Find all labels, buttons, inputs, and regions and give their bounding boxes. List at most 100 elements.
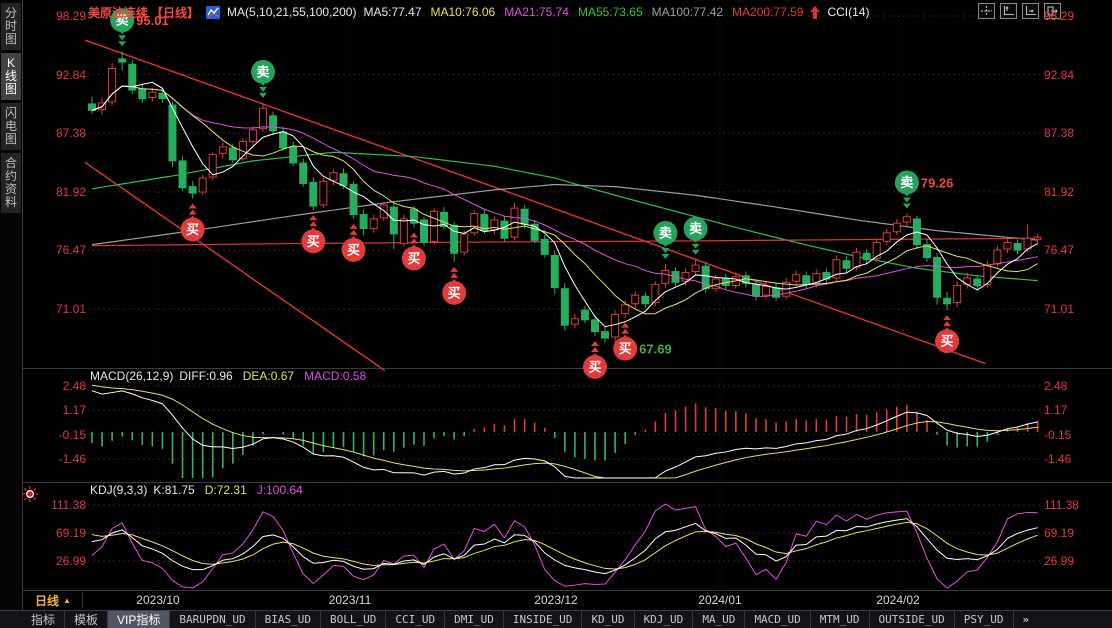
candle-body — [902, 216, 911, 223]
candle-body — [530, 223, 539, 241]
axis-label: 1.17 — [1044, 403, 1068, 418]
candle-body — [138, 88, 147, 100]
ma-value: MA21:75.74 — [504, 5, 569, 19]
buy-arrow — [591, 346, 599, 352]
month-label: 2024/01 — [698, 593, 742, 607]
axis-label: 111.38 — [1044, 498, 1079, 512]
tab-模板[interactable]: 模板 — [65, 611, 109, 628]
candle-body — [289, 146, 298, 164]
buy-signal-marker — [301, 229, 326, 254]
buy-signal-marker — [613, 336, 638, 361]
cci-label: CCI(14) — [827, 5, 870, 19]
candle-body — [601, 331, 610, 339]
sidebar-item-2[interactable]: 闪电图 — [1, 103, 21, 150]
buy-arrow — [349, 229, 358, 235]
buy-arrow — [621, 322, 630, 328]
tab-PSY_UD[interactable]: PSY_UD — [955, 611, 1014, 628]
crosshair-icon[interactable] — [978, 3, 995, 19]
sidebar-item-0[interactable]: 分时图 — [1, 3, 21, 50]
period-selector[interactable]: 日线 ▲ — [24, 592, 83, 608]
month-label: 2023/11 — [328, 593, 372, 607]
buy-arrow — [591, 340, 599, 346]
tab-KDJ_UD[interactable]: KDJ_UD — [635, 611, 694, 628]
tab-BIAS_UD[interactable]: BIAS_UD — [256, 611, 321, 628]
candle-body — [701, 265, 710, 290]
kdj-k-value: K:81.75 — [153, 483, 195, 497]
macd-dea-value: DEA:0.67 — [242, 369, 295, 383]
axis-label: 111.38 — [51, 498, 86, 512]
tab-指标[interactable]: 指标 — [22, 611, 66, 628]
sell-signal-marker — [683, 216, 708, 241]
signal-glyph: 买 — [448, 285, 461, 300]
tab-BARUPDN_UD[interactable]: BARUPDN_UD — [170, 611, 256, 628]
axis-label: 26.99 — [55, 554, 86, 568]
scale-left-icon[interactable] — [1000, 3, 1017, 19]
chevron-up-icon: ▲ — [63, 595, 71, 605]
candle-body — [279, 131, 288, 149]
candle-body — [953, 284, 962, 304]
candle-body — [369, 218, 378, 230]
tab-MTM_UD[interactable]: MTM_UD — [811, 611, 870, 628]
candle-body — [550, 254, 559, 289]
ma-value: MA10:76.06 — [430, 5, 496, 19]
axis-label: 87.38 — [55, 126, 86, 141]
exit-right-icon[interactable] — [1044, 3, 1061, 19]
buy-arrow — [309, 215, 318, 221]
sun-icon[interactable] — [22, 486, 38, 502]
candle-body — [520, 208, 529, 225]
tab-KD_UD[interactable]: KD_UD — [582, 611, 635, 628]
tab-MACD_UD[interactable]: MACD_UD — [745, 611, 811, 628]
scale-right-icon[interactable] — [1022, 3, 1039, 19]
tab-CCI_UD[interactable]: CCI_UD — [386, 611, 446, 628]
month-label: 2023/10 — [136, 593, 180, 607]
tab-VIP指标[interactable]: VIP指标 — [108, 611, 171, 628]
ma-value: MA5:77.47 — [363, 5, 422, 19]
tabs-overflow-button[interactable]: » — [1022, 613, 1030, 626]
sell-arrow — [691, 249, 700, 255]
signal-price-label: 79.26 — [921, 176, 954, 191]
macd-value: MACD:0.58 — [304, 369, 367, 383]
candle-body — [1003, 242, 1012, 250]
buy-arrow — [943, 315, 952, 321]
sell-signal-marker — [653, 220, 678, 245]
candle-body — [379, 204, 388, 219]
candle-body — [792, 274, 801, 282]
candle-body — [570, 318, 579, 325]
candle-body — [812, 273, 821, 284]
candle-body — [329, 172, 338, 181]
buy-signal-marker — [442, 280, 467, 305]
signal-glyph: 买 — [186, 222, 199, 237]
sell-arrow — [902, 197, 911, 203]
tab-MA_UD[interactable]: MA_UD — [693, 611, 746, 628]
signal-price-label: 95.01 — [136, 13, 169, 28]
tab-OUTSIDE_UD[interactable]: OUTSIDE_UD — [870, 611, 955, 628]
tab-INSIDE_UD[interactable]: INSIDE_UD — [504, 611, 583, 628]
candle-body — [339, 173, 348, 187]
candle-body — [922, 244, 931, 259]
candle-body — [681, 272, 690, 282]
candle-body — [168, 104, 177, 162]
buy-arrow — [309, 221, 318, 227]
chart-type-icon[interactable] — [206, 5, 221, 19]
candle-body — [399, 218, 408, 245]
sell-signal-marker — [894, 170, 919, 195]
period-tag: 【日线】 — [151, 5, 200, 20]
signal-glyph: 买 — [407, 251, 420, 266]
candle-body — [973, 278, 982, 286]
sidebar-item-3[interactable]: 合约资料 — [1, 153, 21, 213]
buy-arrow — [943, 321, 952, 327]
tab-DMI_UD[interactable]: DMI_UD — [445, 611, 504, 628]
axis-label: 87.38 — [1044, 126, 1075, 141]
signal-glyph: 卖 — [900, 175, 913, 190]
sell-arrow — [118, 35, 127, 41]
axis-label: 69.19 — [1044, 525, 1075, 540]
buy-signal-marker — [341, 237, 366, 262]
sell-arrow — [902, 203, 911, 209]
trendline — [84, 161, 386, 372]
candle-body — [228, 147, 237, 161]
candle-body — [872, 242, 881, 260]
sell-signal-marker — [110, 8, 135, 33]
candle-body — [560, 288, 569, 326]
tab-BOLL_UD[interactable]: BOLL_UD — [321, 611, 387, 628]
